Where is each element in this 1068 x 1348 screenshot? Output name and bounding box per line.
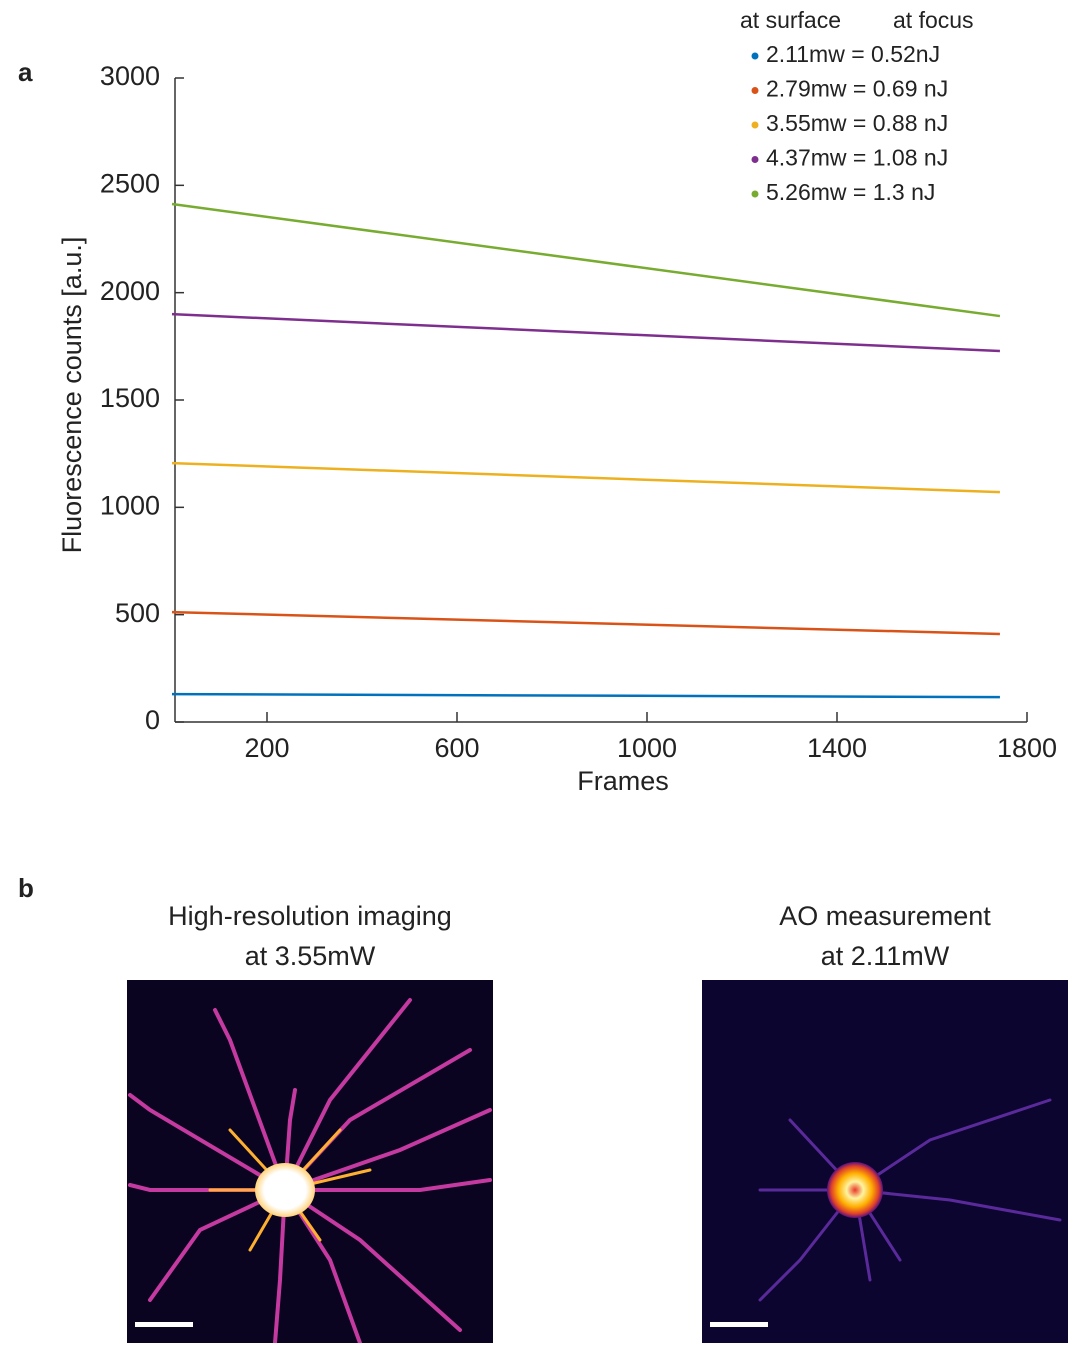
x-tick-label: 1800 (997, 733, 1057, 763)
legend-label: 4.37mw = 1.08 nJ (766, 145, 948, 171)
image-title: at 3.55mW (245, 941, 376, 971)
fit-line (171, 461, 1000, 494)
legend-marker (751, 87, 759, 94)
x-axis-label: Frames (577, 766, 669, 796)
legend-label: 5.26mw = 1.3 nJ (766, 179, 935, 205)
image-title: AO measurement (779, 901, 991, 931)
fit-line (171, 692, 1000, 699)
y-tick-label: 1500 (100, 383, 160, 413)
image-title: High-resolution imaging (168, 901, 452, 931)
neuron-image (702, 980, 1068, 1343)
x-tick-label: 200 (244, 733, 289, 763)
y-tick-label: 500 (115, 598, 160, 628)
legend-marker (751, 190, 759, 198)
legend-label: 3.55mw = 0.88 nJ (766, 110, 948, 136)
y-axis-label: Fluorescence counts [a.u.] (57, 237, 87, 554)
legend-label: 2.79mw = 0.69 nJ (766, 76, 948, 102)
y-tick-label: 2500 (100, 168, 160, 198)
x-tick-label: 1400 (807, 733, 867, 763)
fit-line (171, 312, 1000, 353)
legend-label: 2.11mw = 0.52nJ (766, 41, 940, 67)
x-tick-label: 1000 (617, 733, 677, 763)
legend-marker (751, 121, 759, 129)
x-tick-label: 600 (434, 733, 479, 763)
fit-line (171, 202, 1001, 318)
y-tick-label: 0 (145, 705, 160, 735)
fit-line (171, 610, 1000, 636)
y-tick-label: 2000 (100, 276, 160, 306)
y-tick-label: 3000 (100, 61, 160, 91)
legend-marker (751, 156, 759, 163)
y-tick-label: 1000 (100, 490, 160, 520)
legend-marker (751, 52, 759, 60)
panel-label: a (18, 57, 33, 87)
panel-label: b (18, 873, 34, 903)
neuron-image (127, 980, 493, 1345)
image-title: at 2.11mW (821, 941, 950, 971)
legend-header: at surface (740, 7, 841, 33)
legend-header: at focus (893, 7, 974, 33)
